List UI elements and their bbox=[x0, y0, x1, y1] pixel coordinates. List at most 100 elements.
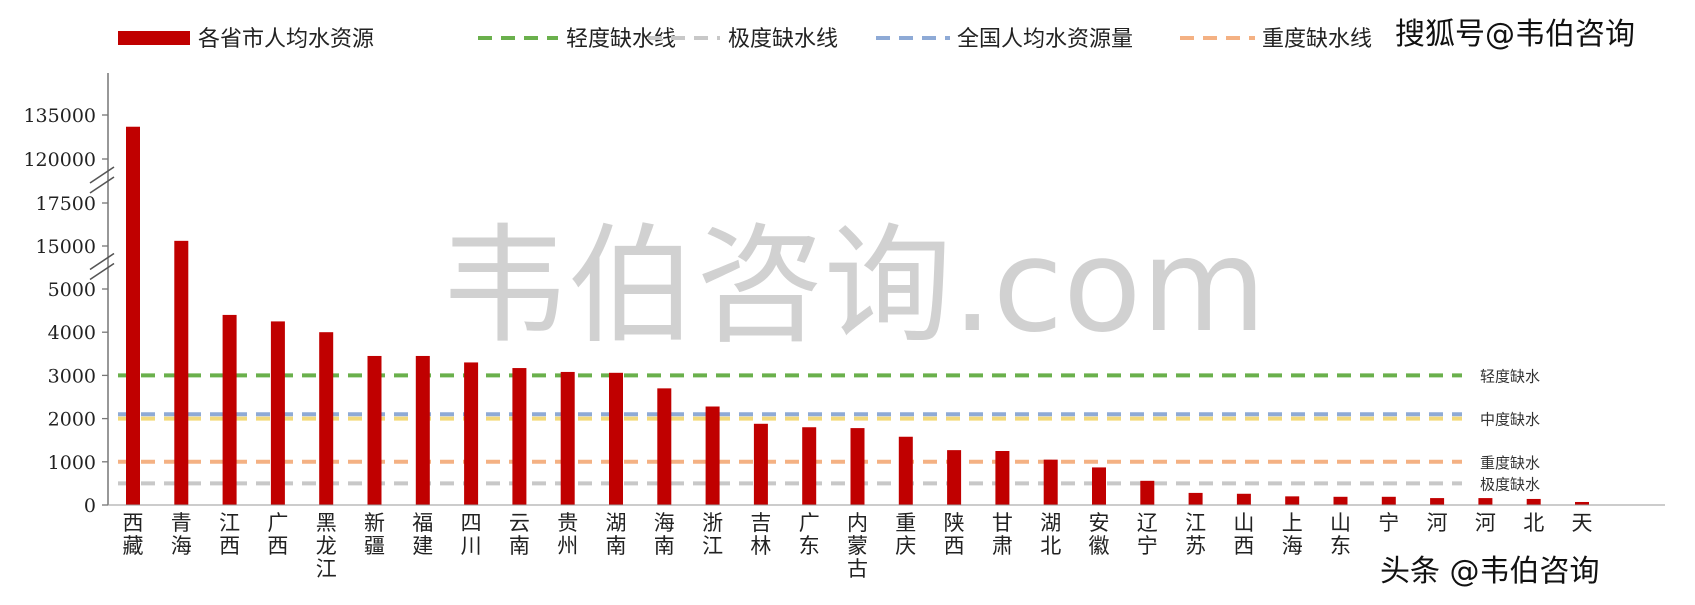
x-category-label: 重 bbox=[895, 511, 916, 535]
axis-break-mark bbox=[89, 166, 115, 184]
reference-side-label: 极度缺水 bbox=[1480, 475, 1540, 493]
x-category-label: 福 bbox=[412, 511, 433, 535]
legend-item-0-swatch bbox=[118, 31, 190, 45]
y-tick-label: 135000 bbox=[23, 105, 96, 127]
center-watermark: 韦伯咨询.com bbox=[440, 212, 1266, 361]
x-category-label: 山 bbox=[1330, 511, 1351, 535]
x-category-label: 西 bbox=[944, 534, 965, 558]
bar bbox=[1092, 467, 1106, 505]
x-category-label: 南 bbox=[606, 534, 627, 558]
legend-item-0-label: 各省市人均水资源 bbox=[198, 27, 374, 52]
x-category-label: 苏 bbox=[1185, 534, 1206, 558]
legend-item-2-label: 极度缺水线 bbox=[728, 27, 838, 52]
bar bbox=[657, 388, 672, 505]
x-category-label: 北 bbox=[1523, 511, 1544, 535]
bar bbox=[415, 355, 430, 505]
x-category-label: 西 bbox=[1233, 534, 1254, 558]
x-category-label: 海 bbox=[1282, 534, 1303, 558]
axis-break-mark bbox=[89, 262, 115, 281]
x-category-label: 辽 bbox=[1137, 511, 1158, 535]
y-tick-label: 3000 bbox=[48, 365, 96, 387]
y-tick-label: 1000 bbox=[48, 452, 96, 474]
x-category-label: 东 bbox=[1330, 534, 1351, 558]
bar bbox=[174, 240, 189, 505]
x-category-label: 建 bbox=[412, 534, 433, 558]
legend: 各省市人均水资源 轻度缺水线 极度缺水线 全国人均水资源量 重度缺水线 bbox=[118, 27, 1372, 52]
x-category-label: 广 bbox=[267, 511, 288, 535]
x-category-label: 庆 bbox=[895, 534, 916, 558]
x-category-label: 河 bbox=[1427, 511, 1448, 535]
x-category-label: 古 bbox=[847, 557, 868, 581]
bar bbox=[1575, 501, 1589, 505]
x-category-label: 浙 bbox=[702, 511, 723, 535]
bar bbox=[1478, 498, 1493, 505]
bottom-right-watermark: 头条 @韦伯咨询 bbox=[1380, 554, 1600, 589]
x-category-label: 海 bbox=[171, 534, 192, 558]
x-category-label: 河 bbox=[1475, 511, 1496, 535]
x-category-label: 广 bbox=[799, 511, 820, 535]
y-tick-label: 0 bbox=[84, 495, 96, 517]
y-tick-label: 2000 bbox=[48, 409, 96, 431]
reference-side-label: 中度缺水 bbox=[1480, 411, 1540, 429]
x-category-label: 州 bbox=[557, 534, 578, 558]
x-category-label: 东 bbox=[799, 534, 820, 558]
bar bbox=[1236, 493, 1251, 505]
x-category-label: 江 bbox=[219, 511, 240, 535]
x-category-label: 湖 bbox=[606, 511, 627, 535]
x-category-label: 青 bbox=[171, 511, 192, 535]
x-category-label: 西 bbox=[123, 511, 144, 535]
bar bbox=[464, 362, 479, 505]
x-category-label: 北 bbox=[1040, 534, 1061, 558]
bar bbox=[1140, 480, 1155, 505]
y-tick-label: 15000 bbox=[36, 236, 96, 258]
x-category-label: 天 bbox=[1572, 511, 1593, 535]
bars bbox=[126, 126, 1589, 505]
x-category-label: 川 bbox=[461, 534, 482, 558]
x-category-labels: 西藏青海江西广西黑龙江新疆福建四川云南贵州湖南海南浙江吉林广东内蒙古重庆陕西甘肃… bbox=[123, 511, 1593, 581]
y-tick-label: 4000 bbox=[48, 322, 96, 344]
bar bbox=[705, 406, 720, 505]
axis-break-mark bbox=[89, 176, 115, 194]
x-category-label: 安 bbox=[1089, 511, 1110, 535]
x-category-label: 徽 bbox=[1089, 534, 1110, 558]
bar bbox=[898, 436, 913, 505]
bar bbox=[367, 355, 382, 505]
y-axis: 0 1000 2000 3000 4000 5000 15000 17500 120000 135… bbox=[23, 73, 1665, 517]
x-category-label: 南 bbox=[654, 534, 675, 558]
x-category-label: 江 bbox=[316, 557, 337, 581]
y-tick-label: 17500 bbox=[36, 193, 96, 215]
x-category-label: 海 bbox=[654, 511, 675, 535]
y-tick-label: 120000 bbox=[23, 149, 96, 171]
bar bbox=[1043, 459, 1058, 505]
bar bbox=[1526, 498, 1541, 505]
x-category-label: 西 bbox=[267, 534, 288, 558]
bar bbox=[802, 427, 817, 505]
x-category-label: 上 bbox=[1282, 511, 1303, 535]
bar bbox=[1381, 496, 1396, 505]
bar bbox=[995, 451, 1010, 505]
axis-break-mark bbox=[89, 252, 115, 271]
x-category-label: 甘 bbox=[992, 511, 1013, 535]
x-category-label: 内 bbox=[847, 511, 868, 535]
x-category-label: 江 bbox=[1185, 511, 1206, 535]
x-category-label: 西 bbox=[219, 534, 240, 558]
bar bbox=[947, 450, 962, 505]
bar bbox=[222, 314, 237, 505]
reference-side-label: 轻度缺水 bbox=[1480, 367, 1540, 385]
x-category-label: 疆 bbox=[364, 534, 385, 558]
bar bbox=[850, 428, 865, 505]
bar bbox=[512, 368, 527, 505]
x-category-label: 江 bbox=[702, 534, 723, 558]
x-category-label: 湖 bbox=[1040, 511, 1061, 535]
bar bbox=[753, 423, 768, 505]
x-category-label: 吉 bbox=[750, 511, 771, 535]
x-category-label: 南 bbox=[509, 534, 530, 558]
x-category-label: 宁 bbox=[1137, 534, 1158, 558]
x-category-label: 藏 bbox=[123, 534, 144, 558]
x-category-label: 贵 bbox=[557, 511, 578, 535]
x-category-label: 林 bbox=[750, 534, 771, 558]
x-category-label: 新 bbox=[364, 511, 385, 535]
bar bbox=[1285, 496, 1300, 505]
